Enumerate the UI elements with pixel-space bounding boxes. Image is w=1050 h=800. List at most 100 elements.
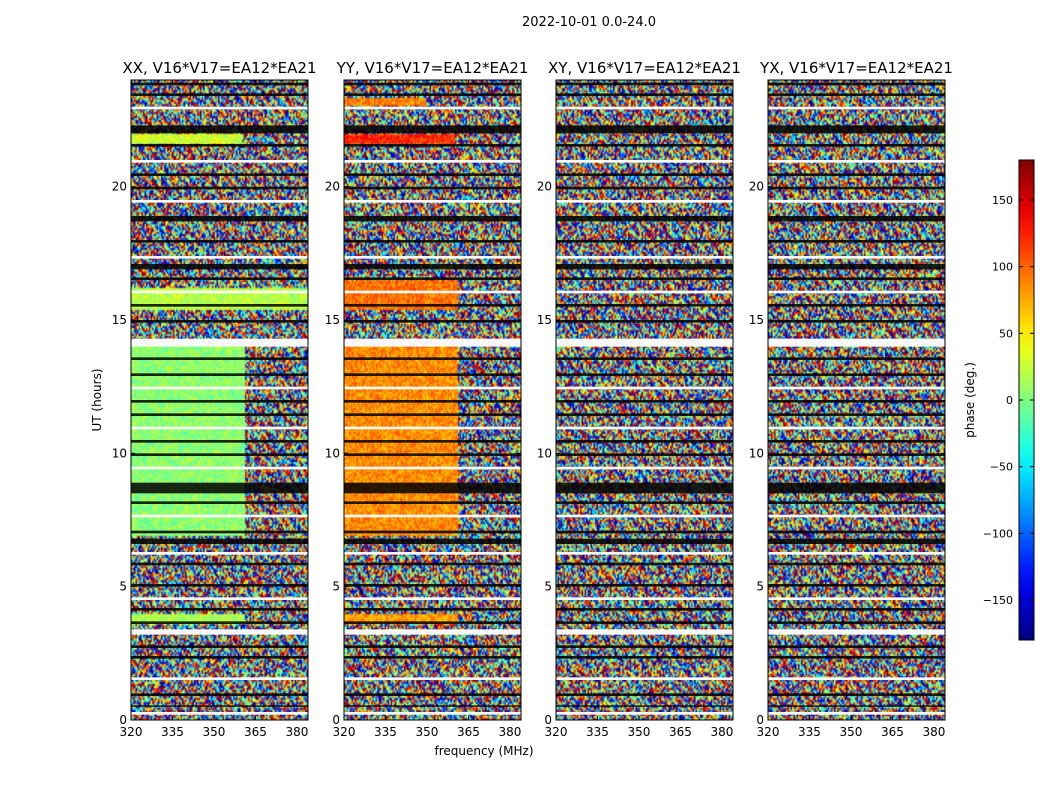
flagged-band [131,82,308,86]
flagged-band [768,538,945,544]
y-tick-label: 10 [325,446,340,460]
flagged-band [768,482,945,494]
flagged-band [556,514,733,518]
flagged-band [556,552,733,555]
flagged-band [556,240,733,243]
flagged-band [344,200,521,203]
flagged-band [131,373,308,376]
flagged-band [768,357,945,360]
flagged-band [556,608,733,611]
colorbar: −150 −100 −50 0 50 100 150 [983,159,1035,641]
x-tick-label: 320 [333,725,356,739]
flagged-band [344,677,521,680]
flagged-band [131,552,308,555]
colorbar-tick-label: −150 [983,594,1013,607]
flagged-band [131,705,308,707]
x-tick-label: 320 [120,725,143,739]
flagged-band [556,440,733,443]
flagged-band [556,160,733,163]
y-tick-label: 0 [119,713,127,727]
flagged-band [556,93,733,96]
flagged-band [556,125,733,134]
flagged-band [131,645,308,648]
flagged-band [131,482,308,494]
panel-yy-1: YY, V16*V17=EA12*EA21 320 335 350 365 380 0 5 10… [325,59,529,739]
flagged-band [344,125,521,134]
y-tick-label: 10 [749,446,764,460]
flagged-band [556,413,733,416]
flagged-band [768,453,945,456]
flagged-band [768,413,945,416]
panel-title: YY, V16*V17=EA12*EA21 [336,59,529,77]
flagged-band [556,264,733,270]
y-tick-label: 5 [119,580,127,594]
flagged-band [556,386,733,390]
flagged-band [768,645,945,648]
y-axis-label: UT (hours) [90,368,104,431]
flagged-band [344,413,521,416]
colorbar-tick-label: 0 [1006,394,1013,407]
y-tick-label: 15 [112,313,127,327]
flagged-band [344,621,521,624]
flagged-band [131,216,308,222]
colorbar-tick-label: 150 [992,194,1013,207]
flagged-band [131,304,308,307]
flagged-band [344,501,521,504]
flagged-band [131,677,308,680]
plot-frame [767,79,946,721]
flagged-band [768,562,945,566]
flagged-band [344,538,521,544]
x-tick-label: 380 [710,725,733,739]
flagged-band [768,93,945,96]
flagged-band [344,514,521,518]
flagged-band [131,173,308,176]
flagged-band [131,290,308,294]
flagged-band [556,357,733,360]
flagged-band [556,304,733,307]
flagged-band [131,453,308,456]
flagged-band [768,608,945,611]
x-tick-label: 365 [669,725,692,739]
flagged-band [768,290,945,294]
flagged-band [131,357,308,360]
flagged-band [768,125,945,134]
flagged-band [344,256,521,259]
y-tick-label: 20 [537,180,552,194]
flagged-band [768,216,945,222]
flagged-band [768,160,945,163]
flagged-band [344,453,521,456]
y-tick-label: 20 [749,180,764,194]
flagged-band [556,277,733,280]
flagged-band [768,440,945,443]
flagged-band [768,320,945,323]
x-tick-label: 380 [498,725,521,739]
flagged-band [556,256,733,259]
flagged-band [768,705,945,707]
flagged-band [344,320,521,323]
flagged-band [768,200,945,203]
flagged-band [131,160,308,163]
flagged-band [556,453,733,456]
x-tick-label: 365 [881,725,904,739]
flagged-band [344,106,521,110]
flagged-band [344,216,521,222]
flagged-band [768,656,945,659]
flagged-band [556,621,733,624]
flagged-band [768,530,945,534]
flagged-band [556,629,733,635]
flagged-band [344,693,521,696]
y-tick-label: 10 [112,446,127,460]
panel-noise-3: YX, V16*V17=EA12*EA21 320 335 350 365 380 0 5 10… [749,59,953,739]
y-tick-label: 15 [325,313,340,327]
flagged-band [344,552,521,555]
flagged-band [131,320,308,323]
flagged-band [556,693,733,696]
flagged-band [768,621,945,624]
flagged-band [344,144,521,147]
x-tick-label: 350 [628,725,651,739]
flagged-band [344,240,521,243]
flagged-band [768,400,945,403]
flagged-band [768,144,945,147]
flagged-band [131,413,308,416]
plot-frame [130,79,309,721]
